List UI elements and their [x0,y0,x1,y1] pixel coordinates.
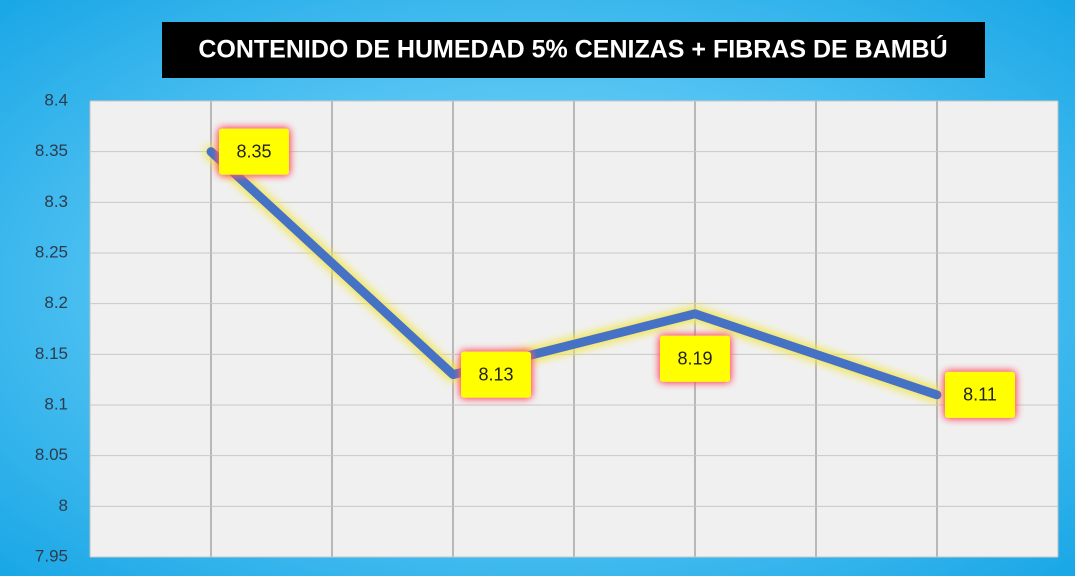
data-label-box [945,371,1015,418]
y-tick-label: 8.4 [44,90,68,109]
data-label-text: 8.13 [478,364,513,384]
data-label-text: 8.35 [236,141,271,161]
data-label: 8.35 [219,128,289,175]
chart-title: CONTENIDO DE HUMEDAD 5% CENIZAS + FIBRAS… [198,34,947,64]
y-tick-label: 8.25 [35,242,68,261]
data-label: 8.19 [660,335,730,382]
y-tick-label: 8.2 [44,293,68,312]
y-tick-label: 8.3 [44,192,68,211]
data-label: 8.13 [461,351,531,398]
data-label-box [219,128,289,175]
data-label-text: 8.11 [963,385,997,405]
y-tick-label: 8.15 [35,344,68,363]
y-tick-label: 8.1 [44,394,68,413]
data-label: 8.11 [945,371,1015,418]
title-box [162,22,985,78]
y-tick-label: 8 [59,496,68,515]
data-label-box [461,351,531,398]
data-label-box [660,335,730,382]
y-tick-label: 8.35 [35,141,68,160]
y-tick-label: 7.95 [35,546,68,565]
series-line [206,147,942,400]
y-tick-label: 8.05 [35,445,68,464]
data-label-text: 8.19 [677,349,712,369]
